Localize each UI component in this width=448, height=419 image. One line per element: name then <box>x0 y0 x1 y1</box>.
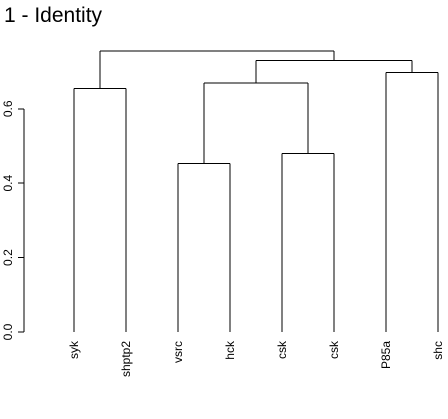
leaf-label: shc <box>431 341 445 360</box>
dendrogram-merge <box>385 72 439 332</box>
y-axis: 0.0 0.2 0.4 0.6 <box>1 100 25 340</box>
leaf-label: vsrc <box>171 341 185 363</box>
dendrogram-merge <box>99 50 335 89</box>
leaf-labels: syk shptp2 vsrc hck csk csk P85a shc <box>67 340 445 377</box>
leaf-label: hck <box>223 340 237 360</box>
y-tick-label: 0.2 <box>1 249 15 266</box>
y-tick-label: 0.4 <box>1 175 15 192</box>
y-tick-label: 0.0 <box>1 323 15 340</box>
y-tick-label: 0.6 <box>1 100 15 117</box>
leaf-label: shptp2 <box>119 341 133 377</box>
dendrogram-merge <box>73 87 127 332</box>
leaf-label: syk <box>67 340 81 359</box>
leaf-label: csk <box>275 340 289 359</box>
leaf-label: csk <box>327 340 341 359</box>
chart-title: 1 - Identity <box>4 4 103 27</box>
dendrogram-merge <box>255 59 413 83</box>
dendrogram-branches <box>73 50 439 332</box>
dendrogram-merge <box>177 162 231 332</box>
dendrogram-merge <box>203 82 309 164</box>
leaf-label: P85a <box>379 341 393 369</box>
dendrogram-merge <box>281 152 335 332</box>
